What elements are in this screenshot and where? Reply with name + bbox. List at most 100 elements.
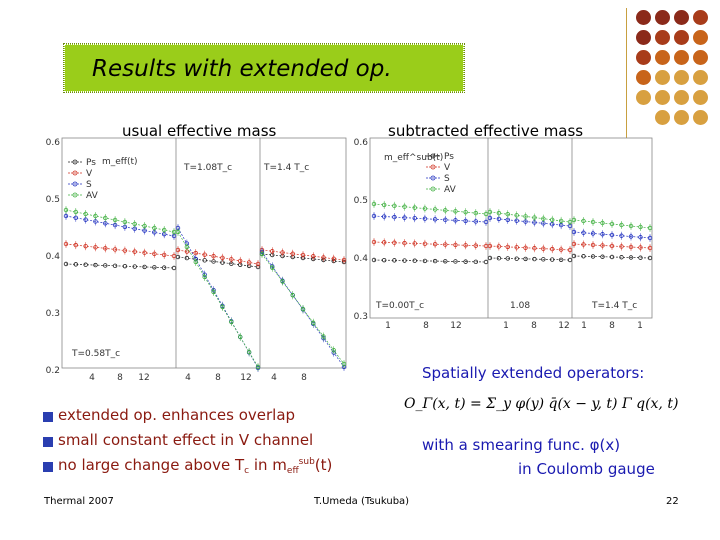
data-point [638,235,643,240]
right-series-group [371,200,653,265]
left-ylabel: m_eff(t) [102,157,138,167]
series-line [573,243,651,249]
data-point [103,215,108,221]
data-point [270,265,275,270]
x-tick-label: 1 [385,321,391,331]
x-tick-label: 1 [503,321,509,331]
x-tick-label: 12 [558,321,569,331]
data-point [132,249,137,254]
series-line [177,256,259,268]
data-point [619,233,624,238]
data-point [647,255,653,261]
data-point [152,251,157,257]
x-tick-label: 12 [450,321,461,331]
data-point [63,213,69,219]
legend-label: V [86,169,93,179]
data-point [73,262,79,267]
decorative-dot [655,110,670,125]
left-tick-group: 0.6 0.5 0.4 0.3 0.2 4 8 12 4 8 12 4 8 [46,138,307,383]
data-point [590,231,596,236]
decorative-dot [636,90,651,105]
data-point [93,262,98,268]
legend-marker [430,186,436,192]
data-point [483,259,489,265]
data-point [443,259,448,264]
data-point [523,214,528,219]
decorative-dot [636,30,651,45]
data-point [558,247,564,252]
legend-label: AV [444,185,457,195]
decorative-dot [693,110,708,125]
data-point [647,225,653,231]
bullet-3: no large change above Tc in meffsub(t) [58,456,333,476]
bullet-1: extended op. enhances overlap [58,406,296,424]
data-point [581,242,586,247]
data-point [412,215,417,221]
data-point [558,257,564,262]
data-point [487,209,493,215]
data-point [567,257,573,263]
data-point [600,220,605,226]
data-point [550,257,555,262]
data-point [392,240,397,245]
decorative-dot [655,90,670,105]
data-point [422,258,428,264]
data-point [514,256,519,261]
data-point [628,234,634,239]
data-point [255,261,261,267]
series-line [573,231,651,239]
data-point [619,222,624,228]
data-point [246,260,252,265]
data-point [392,214,397,220]
data-point [443,217,448,223]
footer-left: Thermal 2007 [44,496,114,507]
data-point [371,239,377,245]
data-point [202,252,207,257]
data-point [161,227,167,233]
data-point [381,257,387,263]
x-tick-label: 1 [637,321,643,331]
data-point [220,255,225,260]
y-tick-label: 0.3 [46,309,60,319]
data-point [571,241,577,247]
data-point [609,254,615,260]
bullet-marker [43,412,53,422]
data-point [83,211,88,217]
legend-label: AV [86,191,99,201]
decorative-dot [674,70,689,85]
data-point [571,229,577,235]
data-point [432,241,438,247]
data-point [483,211,489,217]
data-point [381,240,387,245]
data-point [321,334,326,339]
y-tick-label: 0.5 [46,195,60,205]
data-point [83,262,88,267]
data-point [93,245,98,250]
data-point [505,212,510,217]
x-tick-label: 4 [89,373,95,383]
decorative-dot [693,50,708,65]
data-point [609,243,615,249]
x-tick-label: 4 [185,373,191,383]
data-point [532,215,537,220]
data-point [628,255,634,260]
data-point [161,265,167,270]
left-panel-label-2: T=1.08T_c [183,163,232,173]
data-point [453,218,458,223]
data-point [609,232,615,238]
data-point [371,257,377,263]
data-point [443,208,448,213]
data-point [647,245,653,251]
data-point [532,256,537,262]
data-point [496,210,502,216]
data-point [600,232,605,237]
data-point [496,244,502,249]
data-point [443,242,448,247]
data-point [371,213,377,219]
data-point [590,219,596,225]
data-point [473,210,479,216]
series-line [573,219,651,229]
data-point [422,216,428,221]
data-point [453,259,458,264]
